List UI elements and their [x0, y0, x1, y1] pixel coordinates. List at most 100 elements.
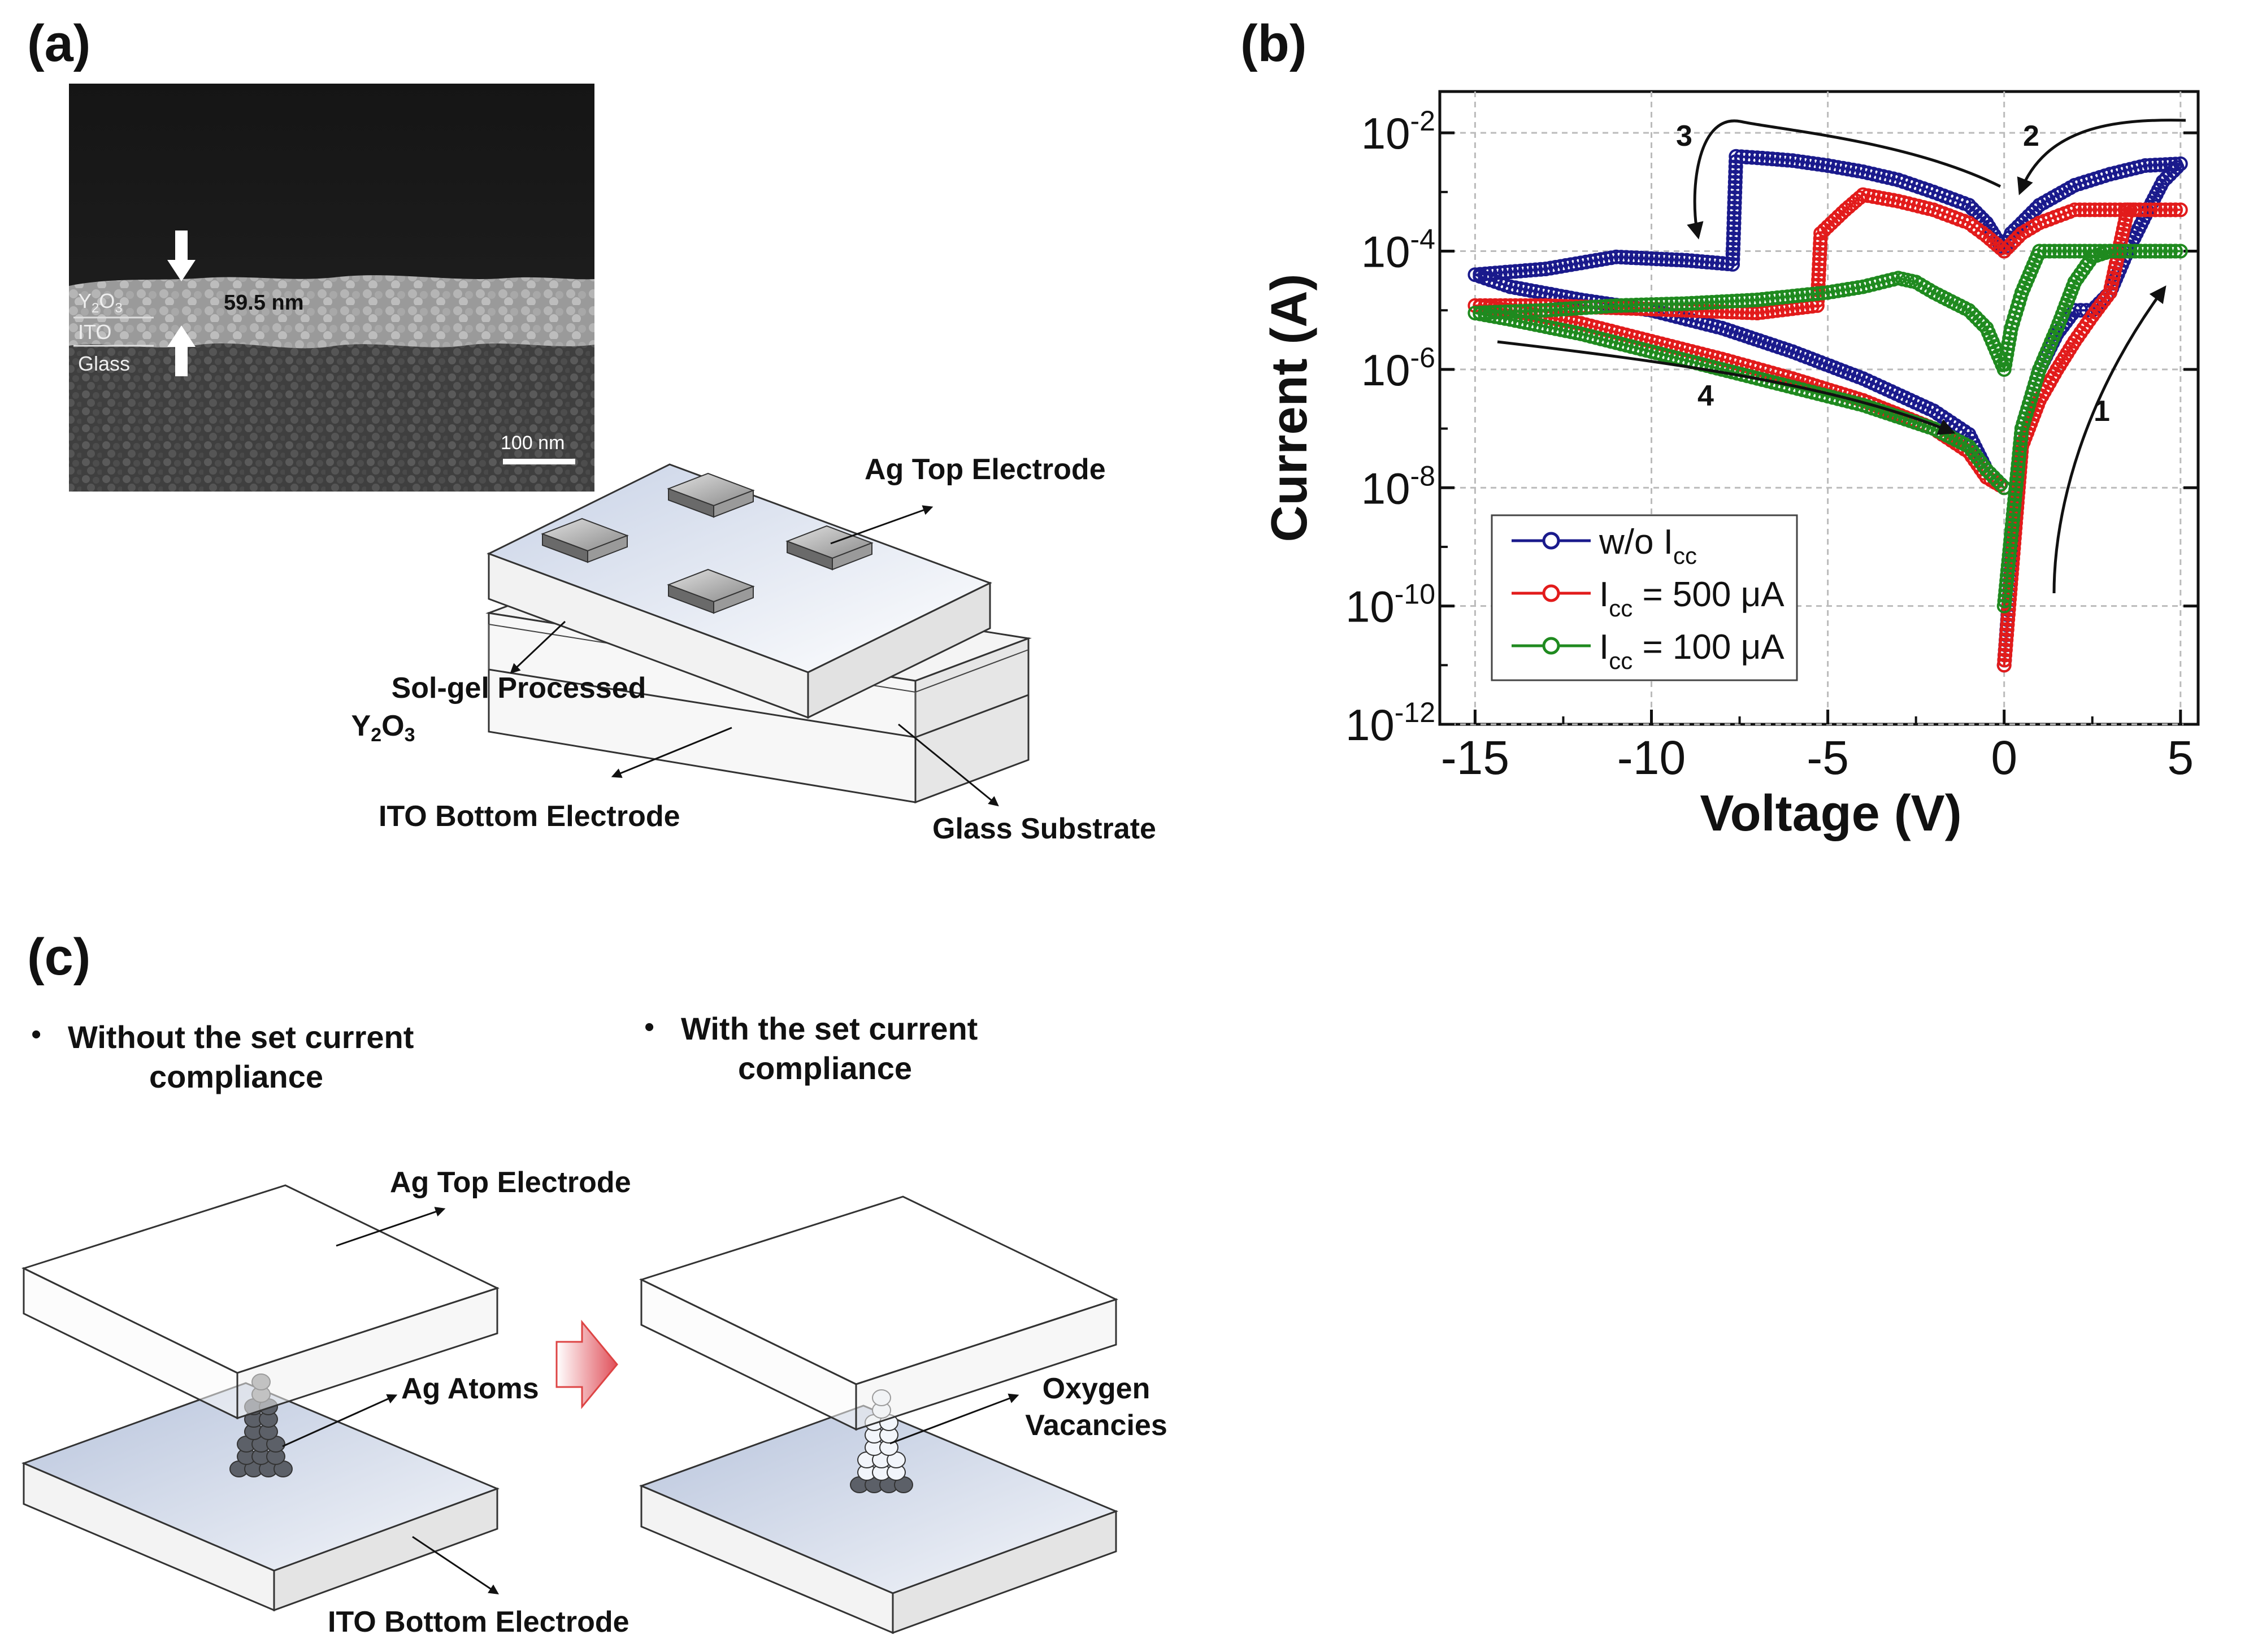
data-point [2013, 436, 2028, 451]
transition-arrow [555, 1319, 618, 1410]
right-bullet: • [644, 1011, 654, 1044]
data-point [1604, 250, 1619, 266]
data-point [1811, 267, 1826, 282]
data-point [1583, 254, 1599, 269]
right-title-line2: compliance [738, 1050, 912, 1086]
data-point [1999, 632, 2014, 647]
data-point [1812, 262, 1826, 277]
data-point [2047, 244, 2062, 259]
data-point [2153, 157, 2168, 172]
data-point [2001, 336, 2016, 351]
data-point [1813, 236, 1828, 251]
data-point [1538, 303, 1553, 318]
y-axis-label: Current (A) [1261, 274, 1318, 542]
data-point [2148, 202, 2163, 218]
data-point [1528, 262, 1543, 277]
data-point [1812, 241, 1827, 257]
data-point [1744, 150, 1760, 165]
data-point [1728, 164, 1743, 180]
data-point [1755, 292, 1770, 307]
data-point [1704, 295, 1720, 310]
data-point [1664, 297, 1679, 312]
data-point [1856, 279, 1870, 294]
data-point [2011, 451, 2026, 467]
legend-label-500: Icc = 500 μA [1599, 575, 1785, 621]
data-point [1644, 297, 1659, 312]
data-point [1528, 303, 1543, 318]
data-point [2133, 202, 2148, 218]
data-point [1744, 293, 1760, 308]
schematic-substrate-label: Glass Substrate [932, 812, 1156, 845]
sem-scale-bar [503, 459, 575, 464]
data-point [1649, 297, 1664, 312]
data-point [1689, 295, 1704, 311]
data-point [2087, 202, 2103, 218]
c-oxygen-label-line2: Vacancies [1025, 1409, 1167, 1442]
data-point [2001, 553, 2016, 568]
data-point [1815, 285, 1830, 301]
data-point [2082, 202, 2098, 218]
data-point [1705, 255, 1720, 270]
data-point [1815, 157, 1830, 172]
data-point [2002, 331, 2017, 346]
data-point [2057, 244, 2072, 259]
left-title-line1: Without the set current [68, 1019, 414, 1055]
data-point [1618, 250, 1634, 265]
ag-pad [667, 472, 755, 518]
data-point [2112, 244, 2128, 259]
data-point [2143, 244, 2158, 259]
data-point [1851, 280, 1866, 295]
data-point [1780, 153, 1795, 168]
x-tick-label: 5 [2167, 731, 2194, 784]
data-point [1679, 296, 1694, 311]
data-point [1805, 156, 1820, 171]
data-point [2173, 156, 2188, 171]
data-point [1735, 293, 1749, 308]
data-point [1695, 254, 1709, 269]
data-point [1644, 251, 1659, 266]
data-point [2133, 244, 2148, 259]
data-point [2002, 542, 2017, 558]
data-point [1604, 298, 1619, 314]
data-point [1775, 290, 1790, 305]
c-oxygen-label-line1: Oxygen [1043, 1372, 1150, 1405]
data-point [1725, 257, 1740, 272]
sem-layer-glass: Glass [78, 352, 130, 375]
data-point [1820, 285, 1835, 300]
data-point [1727, 200, 1742, 215]
data-point [1573, 301, 1588, 316]
data-point [2158, 244, 2173, 259]
data-point [2001, 607, 2016, 622]
data-point [2138, 244, 2153, 259]
data-point [1629, 297, 1644, 312]
data-point [2001, 547, 2017, 563]
data-point [1694, 295, 1709, 310]
data-point [1649, 251, 1664, 267]
data-point [2004, 523, 2020, 537]
data-point [1710, 255, 1725, 271]
data-point [1594, 252, 1609, 267]
data-point [2143, 202, 2158, 218]
legend: w/o Icc Icc = 500 μA Icc = 100 μA [1491, 514, 1798, 681]
data-point [2077, 244, 2092, 259]
data-point [1659, 297, 1674, 312]
x-tick-label: -10 [1617, 731, 1686, 784]
data-point [1618, 298, 1634, 313]
data-point [1999, 573, 2014, 588]
schematic-top-electrode-label: Ag Top Electrode [865, 453, 1106, 486]
data-point [2163, 156, 2178, 172]
sweep-label-2: 2 [2023, 120, 2039, 153]
data-point [1820, 158, 1835, 173]
data-point [1690, 254, 1704, 269]
data-point [1998, 588, 2013, 603]
data-point [1812, 257, 1827, 272]
data-point [1785, 289, 1800, 304]
data-point [1999, 578, 2014, 593]
sweep-arrow-1 [2052, 285, 2166, 594]
data-point [1813, 231, 1828, 246]
data-point [1730, 293, 1745, 308]
data-point [2000, 568, 2014, 583]
data-point [1548, 302, 1564, 317]
data-point [1578, 300, 1594, 315]
data-point [2042, 244, 2057, 259]
